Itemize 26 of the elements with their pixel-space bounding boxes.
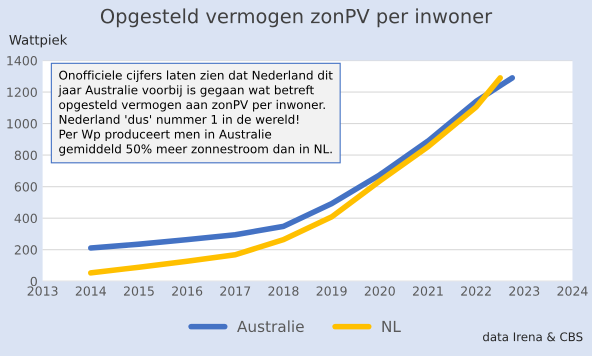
x-tick-label: 2015 (124, 286, 154, 296)
y-tick-label: 0 (30, 276, 37, 286)
x-tick-label: 2020 (364, 286, 395, 296)
x-tick-label: 2018 (268, 286, 299, 296)
x-tick-label: 2013 (28, 286, 58, 296)
annotation: Onofficiele cijfers laten zien dat Nederland dit jaar Australie voorbij is gegaan wat betreft opgesteld vermogen aan zonPV per inwoner. Nederland 'dus' nummer 1 in de wereld! Per Wp produceert men in Australie gemiddeld 50% meer zonnestroom dan in NL. (58, 70, 333, 156)
y-tick-label: 800 (14, 150, 37, 160)
x-tick-label: 2016 (172, 286, 202, 296)
y-tick-label: 600 (14, 182, 37, 192)
y-tick-label: 400 (14, 214, 37, 224)
x-tick-label: 2022 (461, 286, 491, 296)
y-tick-label: 1400 (7, 56, 37, 66)
x-tick-label: 2019 (316, 286, 347, 296)
y-tick-label: 1200 (7, 88, 37, 97)
x-tick-label: 2024 (557, 286, 588, 296)
x-tick-label: 2023 (509, 286, 540, 296)
legend-label: Australie (237, 320, 304, 332)
y-axis-title: Wattpiek (9, 34, 68, 48)
text: data Irena & CBS (483, 332, 582, 342)
chart-title: Opgesteld vermogen zonPV per inwoner (100, 8, 492, 28)
y-tick-label: 1000 (7, 119, 37, 129)
x-tick-label: 2014 (76, 286, 106, 296)
x-tick-label: 2017 (220, 286, 250, 296)
x-tick-label: 2021 (412, 286, 443, 296)
legend-label: NL (382, 320, 401, 332)
y-tick-label: 200 (14, 245, 37, 255)
